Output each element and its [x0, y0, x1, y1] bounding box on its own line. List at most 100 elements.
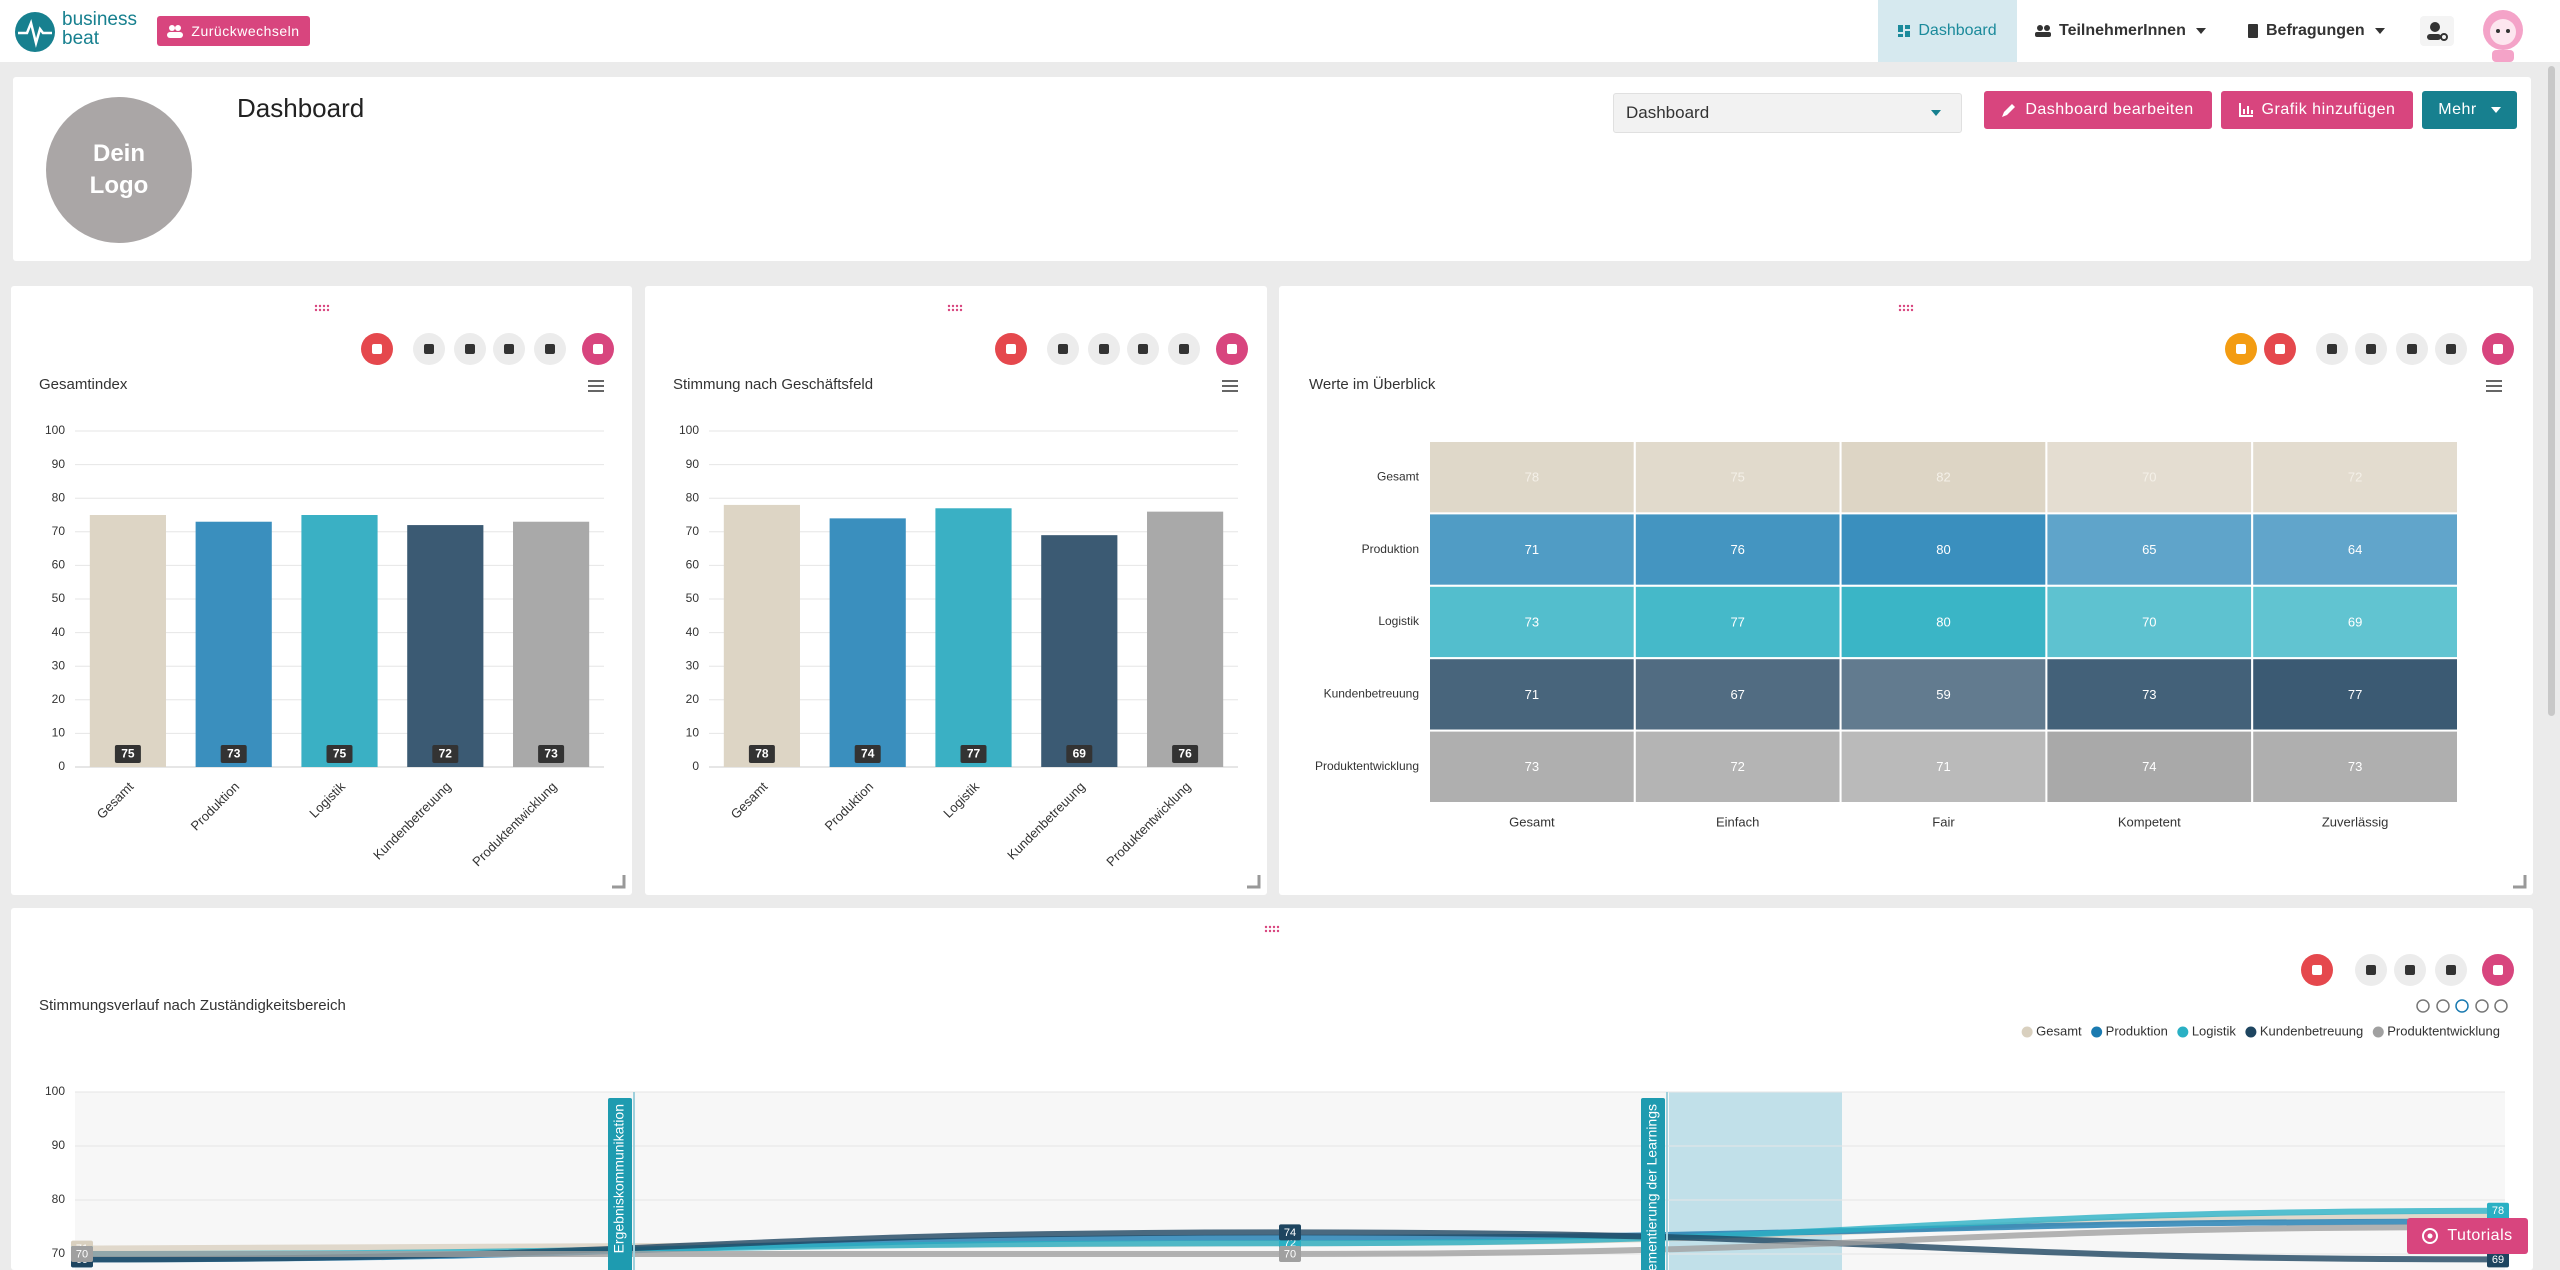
value-label: 69 — [2492, 1254, 2504, 1266]
menu-icon — [588, 385, 604, 387]
row-label: Logistik — [1378, 614, 1420, 628]
brand[interactable]: business beat — [62, 10, 137, 48]
widget-action[interactable] — [582, 333, 614, 365]
widget-action[interactable] — [1168, 333, 1200, 365]
bar — [935, 508, 1012, 767]
caret — [2490, 107, 2501, 113]
zoom-tool[interactable] — [2475, 999, 2489, 1013]
widget-action[interactable] — [413, 333, 445, 365]
widget-action[interactable] — [2482, 954, 2514, 986]
widget-action[interactable] — [534, 333, 566, 365]
zoom-tool[interactable] — [2436, 999, 2450, 1013]
annotation-box — [1641, 1098, 1665, 1270]
value-label-box — [854, 745, 881, 763]
widget-action[interactable] — [2435, 333, 2467, 365]
widget-action[interactable] — [2225, 333, 2257, 365]
zoom-tool[interactable] — [2494, 999, 2508, 1013]
bar — [301, 515, 378, 767]
dashboard-select[interactable]: Dashboard — [1613, 93, 1962, 133]
heat-cell — [1633, 584, 1842, 660]
widget-action[interactable] — [2264, 333, 2296, 365]
zoom-tool[interactable] — [2416, 999, 2430, 1013]
tutorials-button[interactable]: Tutorials — [2407, 1218, 2528, 1254]
cell-label: 77 — [1730, 614, 1744, 629]
widget-action[interactable] — [1088, 333, 1120, 365]
widget-card: Stimmung nach Geschäftsfeld 0 10 20 30 40 50 60… — [645, 286, 1267, 895]
widget-action[interactable] — [2482, 333, 2514, 365]
action-glyph — [465, 344, 475, 354]
nav-item[interactable]: Dashboard — [1878, 0, 2017, 62]
widget-action[interactable] — [2435, 954, 2467, 986]
widget-action[interactable] — [1047, 333, 1079, 365]
widget-action[interactable] — [1127, 333, 1159, 365]
widget-action[interactable] — [995, 333, 1027, 365]
action-glyph — [1058, 344, 1068, 354]
heat-cell — [1428, 440, 1636, 515]
heat-cell — [2045, 440, 2254, 515]
value-label: 74 — [1284, 1227, 1296, 1239]
value-label-box — [220, 745, 247, 763]
value-label-box — [2487, 1251, 2509, 1268]
drag-handle — [1272, 925, 1276, 929]
y-tick-label: 40 — [686, 625, 700, 639]
widget-card: Stimmungsverlauf nach Zuständigkeitsbere… — [11, 908, 2533, 1270]
scrollbar[interactable] — [2548, 66, 2555, 716]
nav-item[interactable]: TeilnehmerInnen — [2035, 0, 2206, 62]
widget-action[interactable] — [2355, 333, 2387, 365]
widget-action[interactable] — [2301, 954, 2333, 986]
x-tick-label: Gesamt — [728, 779, 771, 822]
user-settings-icon[interactable] — [2420, 16, 2454, 46]
drag-handle — [1910, 308, 1914, 312]
icon — [1898, 25, 1911, 37]
cell-label: 73 — [1525, 759, 1539, 774]
legend-swatch — [2091, 1026, 2103, 1038]
widget-action[interactable] — [2355, 954, 2387, 986]
action-glyph — [2407, 344, 2417, 354]
nav-item[interactable]: Befragungen — [2248, 0, 2385, 62]
value-label: 72 — [439, 747, 453, 761]
add-chart-button[interactable]: Grafik hinzufügen — [2221, 91, 2413, 129]
widget-action[interactable] — [2394, 954, 2426, 986]
action-glyph — [1099, 344, 1109, 354]
y-tick-label: 60 — [52, 558, 66, 572]
drag-handle — [318, 308, 322, 312]
drag-handle — [947, 304, 951, 308]
widget-action[interactable] — [361, 333, 393, 365]
column-label: Zuverlässig — [2322, 814, 2388, 829]
avatar[interactable] — [2478, 6, 2528, 62]
more-button[interactable]: Mehr — [2422, 91, 2517, 129]
legend-swatch — [2021, 1026, 2033, 1038]
widget-action[interactable] — [454, 333, 486, 365]
legend-label: Produktion — [2106, 1023, 2168, 1038]
widget-action[interactable] — [1216, 333, 1248, 365]
zoom-tool[interactable] — [2455, 999, 2469, 1013]
cell-label: 71 — [1525, 542, 1539, 557]
action-glyph — [2493, 965, 2503, 975]
value-label: 75 — [121, 747, 135, 761]
widget-action[interactable] — [2396, 333, 2428, 365]
y-tick-label: 70 — [52, 1246, 66, 1260]
y-tick-label: 40 — [52, 625, 66, 639]
x-tick-label: Logistik — [306, 779, 348, 821]
button-label: Dashboard bearbeiten — [2025, 101, 2194, 118]
annotation-label: Implementierung der Learnings — [1644, 1104, 1660, 1270]
page-title: Dashboard — [237, 93, 365, 123]
bar — [407, 525, 484, 767]
widget-action[interactable] — [2316, 333, 2348, 365]
drag-handle — [947, 308, 951, 312]
menu-icon — [588, 380, 604, 382]
drag-handle — [1902, 304, 1906, 308]
cell-label: 73 — [1525, 614, 1539, 629]
value-label-box — [432, 745, 459, 763]
brand-line: beat — [62, 28, 99, 49]
cell-label: 80 — [1936, 542, 1950, 557]
action-glyph — [2493, 344, 2503, 354]
switch-button[interactable]: Zurückwechseln — [157, 16, 310, 46]
drag-handle — [951, 308, 955, 312]
y-tick-label: 70 — [52, 524, 66, 538]
button-label: Grafik hinzufügen — [2261, 101, 2396, 118]
widget-action[interactable] — [493, 333, 525, 365]
edit-dashboard-button[interactable]: Dashboard bearbeiten — [1984, 91, 2212, 129]
drag-handle — [318, 304, 322, 308]
